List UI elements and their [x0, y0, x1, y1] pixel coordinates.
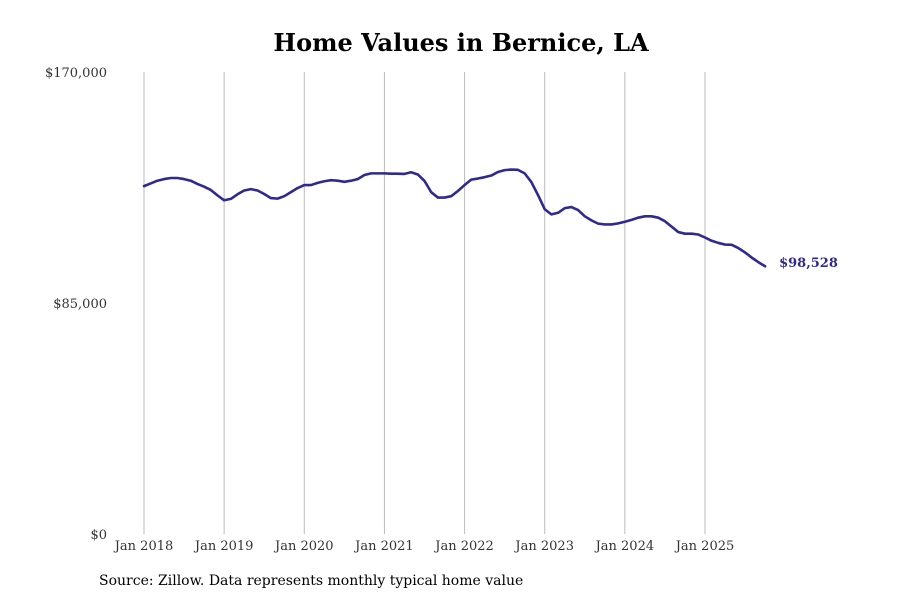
x-tick-label: Jan 2020 — [273, 539, 334, 554]
y-tick-label: $170,000 — [45, 66, 107, 81]
home-value-line — [142, 168, 767, 268]
x-tick-label: Jan 2019 — [193, 539, 254, 554]
chart-title: Home Values in Bernice, LA — [273, 28, 649, 57]
x-tick-label: Jan 2023 — [513, 539, 574, 554]
y-axis-tick-labels: $0 $85,000 $170,000 — [45, 66, 107, 543]
latest-value-label: $98,528 — [779, 256, 838, 271]
x-tick-label: Jan 2025 — [674, 539, 735, 554]
source-note: Source: Zillow. Data represents monthly … — [99, 573, 524, 589]
x-tick-label: Jan 2024 — [594, 539, 655, 554]
x-tick-label: Jan 2022 — [433, 539, 494, 554]
x-axis-tick-labels: Jan 2018 Jan 2019 Jan 2020 Jan 2021 Jan 2022… — [113, 539, 735, 554]
vertical-grid — [143, 72, 706, 534]
x-tick-label: Jan 2018 — [113, 539, 174, 554]
y-tick-label: $85,000 — [53, 297, 107, 312]
x-tick-label: Jan 2021 — [353, 539, 414, 554]
y-tick-label: $0 — [90, 528, 107, 543]
